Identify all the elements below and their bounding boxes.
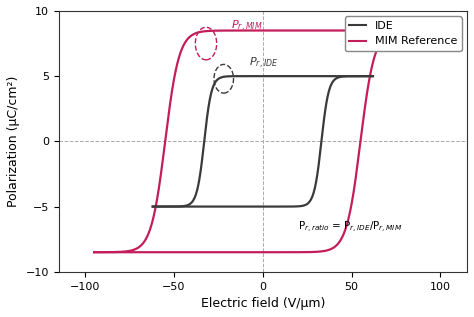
Legend: IDE, MIM Reference: IDE, MIM Reference <box>345 16 462 51</box>
X-axis label: Electric field (V/μm): Electric field (V/μm) <box>201 297 325 310</box>
Y-axis label: Polarization (μC/cm²): Polarization (μC/cm²) <box>7 76 20 207</box>
Text: P$_{r,ratio}$ = P$_{r,IDE}$/P$_{r,MIM}$: P$_{r,ratio}$ = P$_{r,IDE}$/P$_{r,MIM}$ <box>298 220 402 235</box>
Text: P$_{r,IDE}$: P$_{r,IDE}$ <box>249 55 278 70</box>
Text: P$_{r,MIM}$: P$_{r,MIM}$ <box>231 19 263 34</box>
